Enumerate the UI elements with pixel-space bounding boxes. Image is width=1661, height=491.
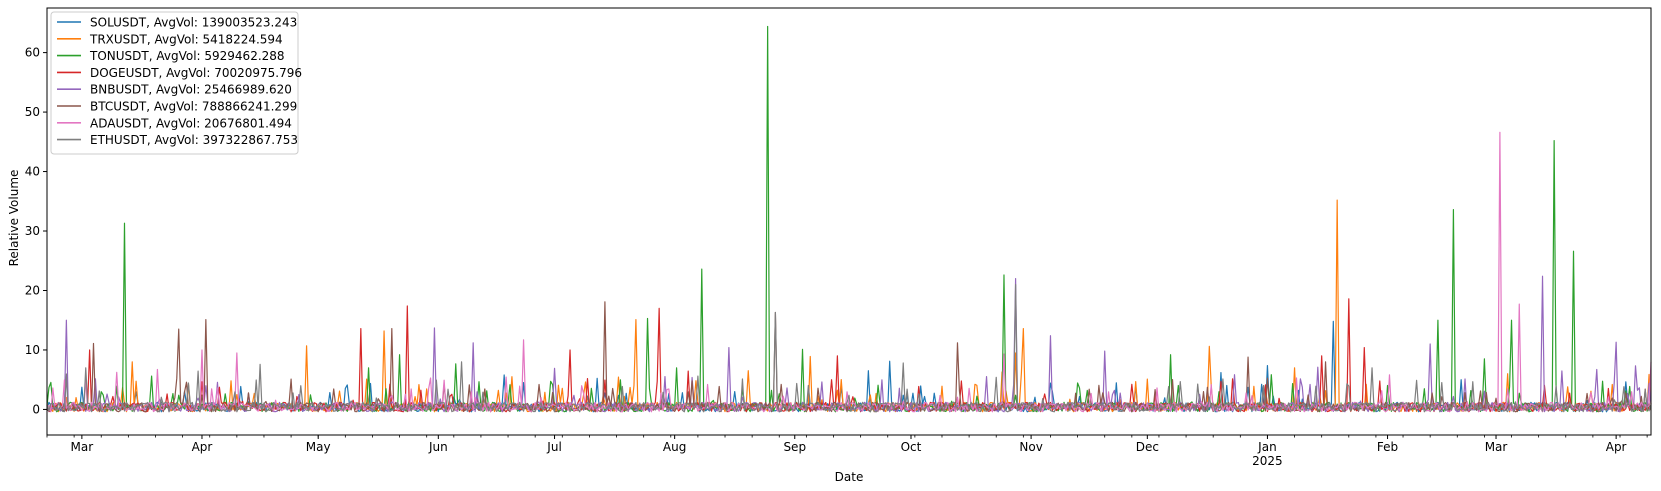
x-tick-label: Feb [1377, 440, 1398, 454]
series-line-6 [46, 131, 1652, 413]
y-axis-title: Relative Volume [7, 170, 21, 267]
x-tick-label: Jan [1257, 440, 1277, 454]
legend: SOLUSDT, AvgVol: 139003523.243 TRXUSDT, A… [50, 11, 302, 155]
series-line-1 [46, 199, 1652, 413]
y-tick-label: 10 [25, 343, 40, 357]
y-tick-label: 30 [25, 224, 40, 238]
legend-label: BNBUSDT, AvgVol: 25466989.620 [90, 83, 292, 97]
x-axis-title: Date [835, 470, 864, 484]
series-line-4 [46, 275, 1652, 413]
x-tick-label: Dec [1136, 440, 1159, 454]
plot-area [46, 25, 1652, 413]
axes-frame [46, 7, 1652, 436]
y-tick-label: 0 [32, 402, 40, 416]
series-line-7 [46, 283, 1652, 413]
y-tick-label: 60 [25, 46, 40, 60]
legend-label: TONUSDT, AvgVol: 5929462.288 [89, 49, 285, 63]
x-tick-label: Apr [192, 440, 213, 454]
y-tick-label: 20 [25, 283, 40, 297]
y-tick-label: 40 [25, 165, 40, 179]
x-tick-label: Jun [428, 440, 448, 454]
legend-label: TRXUSDT, AvgVol: 5418224.594 [89, 32, 283, 46]
legend-label: DOGEUSDT, AvgVol: 70020975.796 [90, 66, 302, 80]
legend-label: SOLUSDT, AvgVol: 139003523.243 [90, 16, 297, 30]
legend-label: ETHUSDT, AvgVol: 397322867.753 [90, 133, 298, 147]
x-tick-label: Mar [71, 440, 94, 454]
y-tick-label: 50 [25, 105, 40, 119]
legend-frame [50, 11, 299, 155]
x-tick-label: Mar [1485, 440, 1508, 454]
x-tick-label: May [306, 440, 331, 454]
x-tick-label: Sep [783, 440, 806, 454]
axes: 0 10 20 30 40 50 60 Mar Apr May Jun Jul Aug Sep Oct Nov… [25, 7, 1652, 468]
x-tick-label: Apr [1606, 440, 1627, 454]
x-tick-label: Jul [546, 440, 561, 454]
legend-label: BTCUSDT, AvgVol: 788866241.299 [90, 100, 297, 114]
x-tick-label: Aug [663, 440, 686, 454]
legend-label: ADAUSDT, AvgVol: 20676801.494 [90, 116, 292, 130]
x-tick-sublabel: 2025 [1252, 454, 1283, 468]
x-tick-label: Nov [1019, 440, 1042, 454]
x-tick-label: Oct [901, 440, 922, 454]
